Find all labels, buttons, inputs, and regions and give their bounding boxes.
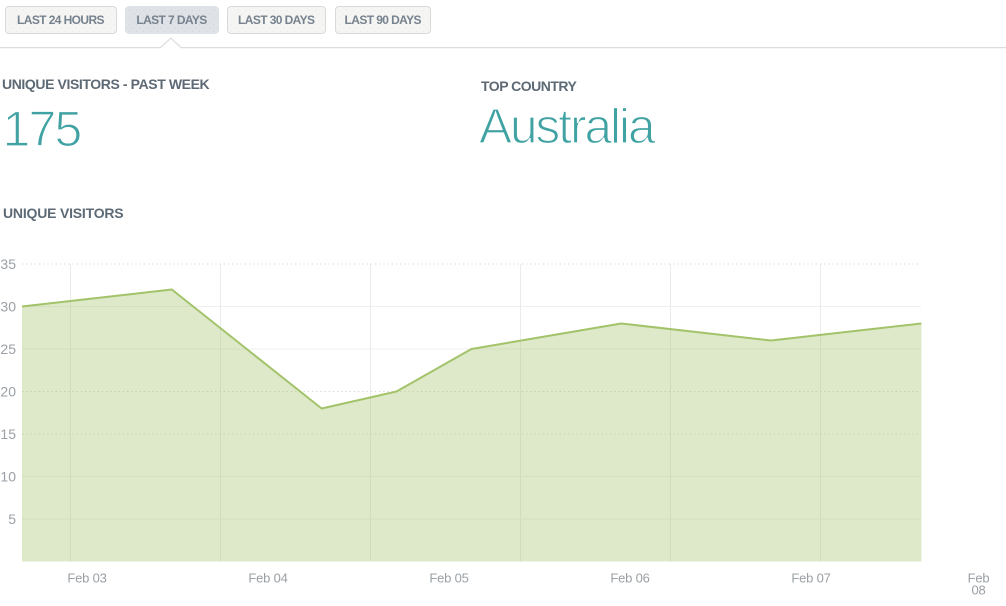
svg-text:08: 08	[971, 583, 985, 598]
svg-text:25: 25	[0, 341, 16, 357]
svg-text:35: 35	[0, 256, 16, 272]
svg-text:Feb: Feb	[968, 571, 990, 586]
svg-text:20: 20	[0, 383, 16, 399]
svg-text:30: 30	[0, 298, 16, 314]
svg-text:Feb 03: Feb 03	[67, 571, 106, 586]
svg-text:Feb 05: Feb 05	[429, 571, 468, 586]
svg-text:Feb 07: Feb 07	[791, 571, 830, 586]
svg-text:5: 5	[8, 511, 16, 527]
svg-text:15: 15	[0, 426, 16, 442]
svg-text:Feb 06: Feb 06	[610, 571, 649, 586]
svg-text:10: 10	[0, 468, 16, 484]
svg-text:Feb 04: Feb 04	[248, 571, 287, 586]
